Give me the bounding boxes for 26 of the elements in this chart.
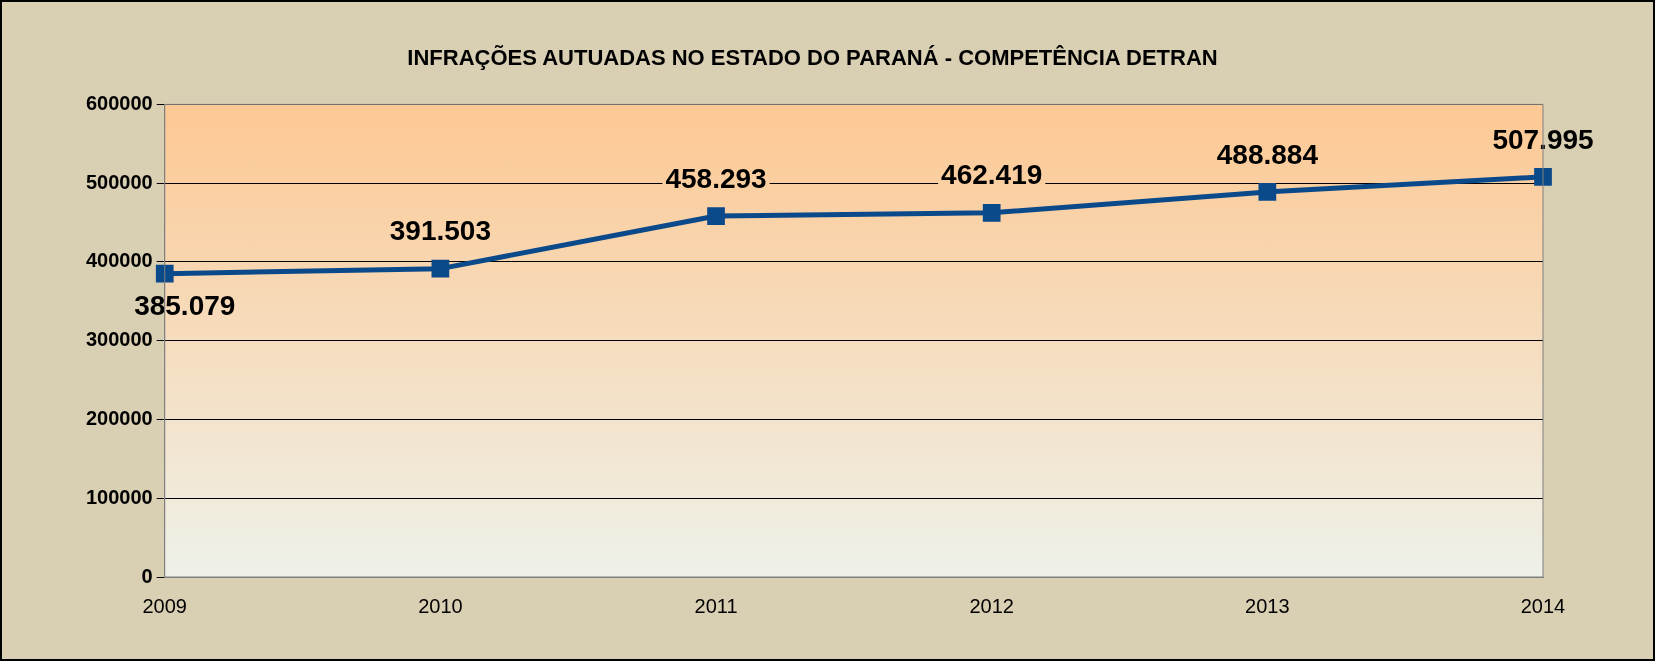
x-tick-label: 2009 — [142, 594, 187, 617]
data-label: 391.503 — [389, 215, 491, 247]
point — [155, 264, 174, 283]
y-tick-label: 0 — [141, 564, 153, 587]
data-label: 462.419 — [941, 159, 1043, 191]
x-tick-label: 2011 — [694, 594, 738, 617]
x-tick-label: 2014 — [1520, 594, 1566, 617]
x-tick-label: 2012 — [969, 594, 1014, 617]
chart-title: INFRAÇÕES AUTUADAS NO ESTADO DO PARANÁ - COMPETÊNCIA DETRAN — [407, 45, 1218, 71]
point — [431, 259, 450, 278]
y-tick-label: 500000 — [85, 170, 153, 193]
point — [707, 207, 725, 225]
point — [1534, 168, 1552, 186]
data-label: 488.884 — [1216, 138, 1319, 170]
data-label: 458.293 — [665, 162, 767, 194]
point — [982, 203, 1001, 222]
y-tick-label: 100000 — [85, 485, 153, 508]
x-tick-label: 2010 — [418, 594, 463, 617]
x-tick-label: 2013 — [1245, 594, 1290, 617]
data-label: 385.079 — [134, 290, 236, 322]
y-tick-label: 300000 — [85, 328, 153, 351]
y-tick-label: 200000 — [85, 406, 153, 429]
point — [1258, 183, 1277, 201]
data-label: 507.995 — [1492, 123, 1594, 155]
y-tick-label: 600000 — [85, 91, 153, 114]
y-tick-label: 400000 — [85, 249, 153, 272]
